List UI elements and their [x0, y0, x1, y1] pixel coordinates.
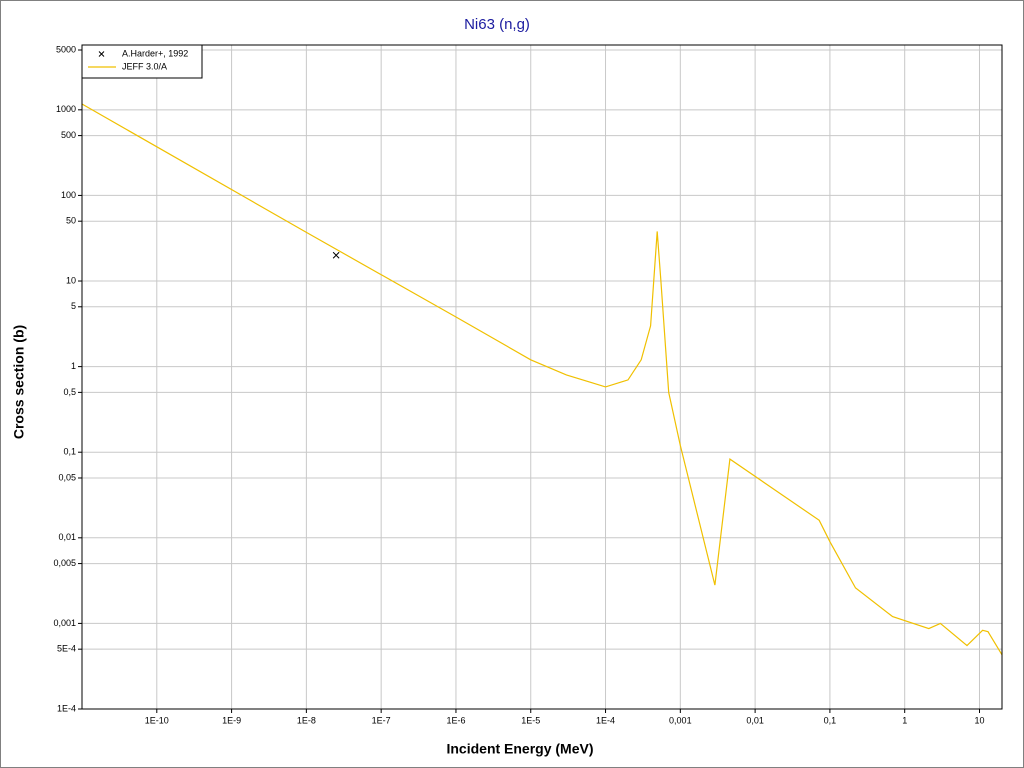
x-tick-label: 1E-5	[521, 715, 540, 725]
chart-title: Ni63 (n,g)	[464, 16, 530, 33]
x-tick-label: 1E-9	[222, 715, 241, 725]
y-tick-label: 0,005	[53, 558, 76, 568]
x-tick-label: 1E-7	[372, 715, 391, 725]
x-tick-label: 0,01	[746, 715, 764, 725]
y-tick-label: 5E-4	[57, 644, 76, 654]
x-tick-label: 10	[974, 715, 984, 725]
y-tick-label: 0,05	[58, 472, 76, 482]
y-tick-label: 0,5	[63, 387, 76, 397]
x-tick-label: 0,001	[669, 715, 692, 725]
legend-label: JEFF 3.0/A	[122, 61, 167, 71]
x-tick-label: 1	[902, 715, 907, 725]
y-axis-label: Cross section (b)	[11, 325, 27, 439]
series-line	[81, 103, 1003, 656]
legend-marker	[98, 51, 105, 57]
y-tick-label: 10	[66, 275, 76, 285]
y-tick-label: 5	[71, 301, 76, 311]
y-tick-label: 1	[71, 361, 76, 371]
y-tick-label: 1000	[56, 104, 76, 114]
legend-label: A.Harder+, 1992	[122, 48, 188, 58]
x-tick-label: 1E-10	[145, 715, 169, 725]
y-tick-label: 100	[61, 190, 76, 200]
y-tick-label: 0,1	[63, 447, 76, 457]
y-tick-label: 1E-4	[57, 703, 76, 713]
y-tick-label: 0,001	[53, 618, 76, 628]
scatter-point	[332, 251, 340, 259]
x-tick-label: 1E-4	[596, 715, 615, 725]
y-tick-label: 5000	[56, 44, 76, 54]
y-tick-label: 50	[66, 216, 76, 226]
y-tick-label: 500	[61, 130, 76, 140]
plot-border	[81, 44, 1003, 710]
x-tick-label: 1E-6	[446, 715, 465, 725]
y-tick-label: 0,01	[58, 532, 76, 542]
x-tick-label: 0,1	[824, 715, 837, 725]
x-axis-label: Incident Energy (MeV)	[446, 741, 593, 757]
legend-box	[81, 44, 203, 79]
plot-area	[81, 44, 1003, 710]
x-tick-label: 1E-8	[297, 715, 316, 725]
